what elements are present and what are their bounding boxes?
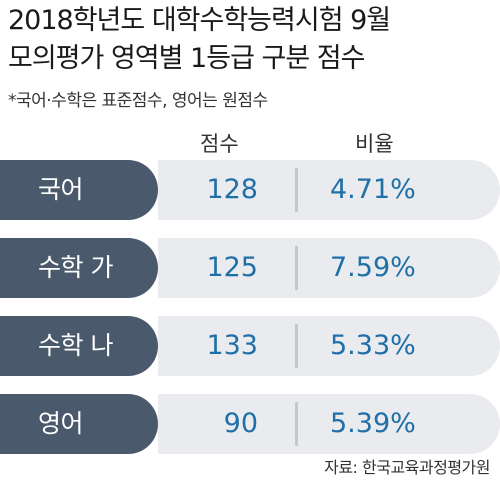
value-box xyxy=(158,394,500,454)
table-row: 국어 128 4.71% xyxy=(0,160,500,220)
title-line-2: 모의평가 영역별 1등급 구분 점수 xyxy=(8,43,365,74)
ratio-value: 5.33% xyxy=(330,330,416,361)
subject-label: 국어 xyxy=(38,175,84,204)
subject-label: 수학 나 xyxy=(38,331,113,360)
score-value: 128 xyxy=(206,174,258,205)
source-credit: 자료: 한국교육과정평가원 xyxy=(324,458,490,477)
subject-label-box: 국어 xyxy=(0,160,158,220)
value-box xyxy=(158,316,500,376)
column-divider xyxy=(295,324,298,368)
column-divider xyxy=(295,246,298,290)
ratio-value: 4.71% xyxy=(330,174,416,205)
page-title: 2018학년도 대학수학능력시험 9월 모의평가 영역별 1등급 구분 점수 xyxy=(8,2,391,78)
footnote: *국어·수학은 표준점수, 영어는 원점수 xyxy=(8,91,268,111)
subject-label: 영어 xyxy=(38,409,84,438)
column-divider xyxy=(295,168,298,212)
column-divider xyxy=(295,402,298,446)
score-value: 125 xyxy=(206,252,258,283)
ratio-value: 7.59% xyxy=(330,252,416,283)
subject-label: 수학 가 xyxy=(38,253,113,282)
ratio-value: 5.39% xyxy=(330,408,416,439)
table-row: 수학 가 125 7.59% xyxy=(0,238,500,298)
score-value: 90 xyxy=(223,408,258,439)
table-row: 수학 나 133 5.33% xyxy=(0,316,500,376)
table-row: 영어 90 5.39% xyxy=(0,394,500,454)
score-value: 133 xyxy=(206,330,258,361)
column-header-ratio: 비율 xyxy=(355,132,394,156)
title-line-1: 2018학년도 대학수학능력시험 9월 xyxy=(8,5,391,36)
subject-label-box: 수학 나 xyxy=(0,316,158,376)
value-box xyxy=(158,160,500,220)
subject-label-box: 수학 가 xyxy=(0,238,158,298)
column-header-score: 점수 xyxy=(200,132,239,156)
subject-label-box: 영어 xyxy=(0,394,158,454)
value-box xyxy=(158,238,500,298)
